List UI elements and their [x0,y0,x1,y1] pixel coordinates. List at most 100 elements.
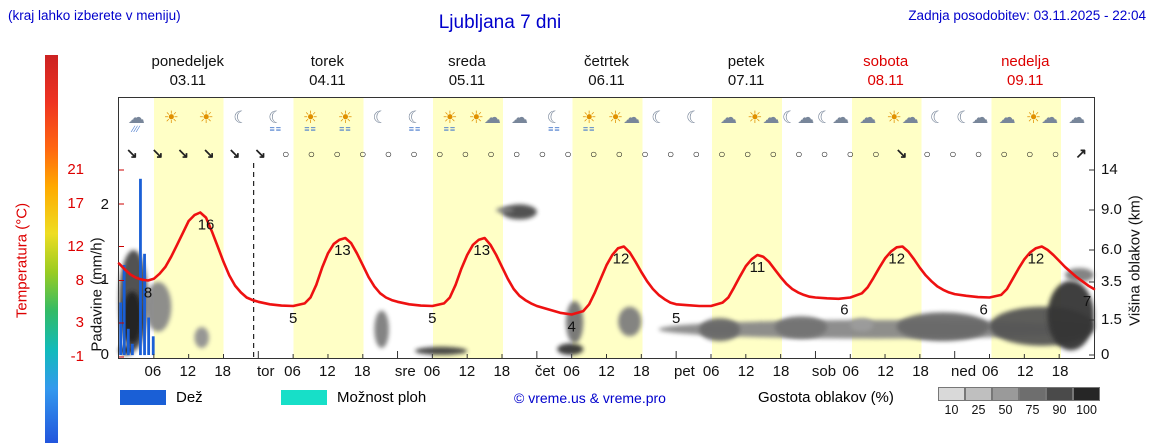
density-swatch [964,387,992,401]
day-date: 07.11 [727,71,765,89]
sun-icon: ☀ [581,108,597,127]
cloud-moon-icon: ☁ [1068,108,1086,127]
weather-icon: ☾ [920,99,955,144]
svg-text:5: 5 [672,310,680,327]
weather-icon: ☀☁ [467,99,502,144]
weather-icon-glyphs: ☾ [547,109,562,127]
temp-tick-label: -1 [70,348,84,365]
weather-icon: ☾ [363,99,398,144]
day-name: četrtek [584,53,630,70]
density-value: 50 [998,403,1013,417]
density-step: 25 [964,387,992,417]
density-step: 100 [1072,387,1100,417]
weather-icon-glyphs: ☾☁ [956,109,988,127]
weather-icon: ☾☁ [955,99,990,144]
rain-fog-marks-icon: ≡≡ [339,124,352,134]
wind-symbol-icon: ○ [333,146,341,161]
svg-text:16: 16 [198,216,215,233]
x-axis-tick-label: 06 [423,363,441,380]
day-name: torek [310,53,345,70]
sun-icon: ☀ [337,108,353,127]
wind-symbol-row: ↘ ↘ ↘ ↘ ↘ ↘ ○ ○ ○ ○ ○ ○ [119,144,1094,163]
x-axis-tick-label: tor [256,363,275,380]
weather-icon-glyphs: ☀ [442,109,457,127]
weather-icon: ☀☁ [746,99,781,144]
weather-icon-glyphs: ☾ [651,109,666,127]
cloud-tick-label: 14 [1101,161,1118,178]
weather-icon-glyphs: ☀☁ [887,109,919,127]
weather-icon-glyphs: ☀☁ [469,109,501,127]
wind-symbol-icon: ○ [769,146,777,161]
credit-link[interactable]: © vreme.us & vreme.pro [514,390,666,406]
rain-fog-marks-icon: ≡≡ [408,124,422,134]
temp-tick-label: 3 [75,314,84,331]
x-axis-tick-label: 06 [981,363,999,380]
x-axis-tick-label: 06 [563,363,580,380]
wind-symbol-icon: ○ [974,146,983,161]
svg-text:8: 8 [144,284,152,301]
day-header: ponedeljek 03.11 [118,53,258,93]
temp-axis-title: Temperatura (°C) [13,202,31,319]
temperature-colorbar [45,55,58,443]
location-hint: (kraj lahko izberete v meniju) [8,8,181,23]
wind-symbol-icon: ○ [718,146,726,161]
wind-symbol-icon: ○ [307,146,316,161]
cloud-moon-icon: ☾ [929,108,946,127]
cloud-tick-label: 9.0 [1101,201,1122,218]
rain-fog-marks-icon: ≡≡ [582,124,596,134]
weather-icon: ☁ [711,99,746,144]
day-header: sobota 08.11 [816,53,956,93]
weather-icon-glyphs: ☀ [164,109,179,127]
density-swatch [937,387,965,401]
wind-symbol-icon: ↘ [151,145,164,161]
wind-symbol-icon: ↘ [202,145,215,161]
svg-text:13: 13 [473,242,490,259]
wind-symbol-icon: ○ [564,146,572,161]
rain-fog-marks-icon: ≡≡ [269,124,282,134]
weather-icon: ☀ [154,99,189,144]
svg-text:7: 7 [1083,293,1091,310]
weather-icon-glyphs: ☁ [1068,109,1085,127]
rain-legend-swatch [120,390,166,405]
wind-symbol-icon: ○ [1000,146,1008,161]
wind-symbol-icon: ○ [743,146,752,161]
weather-icon-glyphs: ☾ [233,109,248,127]
wind-symbol-icon: ○ [641,146,649,161]
day-name: ponedeljek [151,53,225,70]
day-date: 05.11 [448,71,486,89]
cloud-moon-icon: ☾☁ [956,108,989,127]
weather-icon: ☁ ∕∕∕ [119,99,154,144]
weather-icon-glyphs: ☾ [930,109,945,127]
weather-icon-glyphs: ☾ [686,109,701,127]
weather-icon-glyphs: ☾☁ [817,109,849,127]
weather-icon: ☀☁ [1025,99,1060,144]
wind-symbol-icon: ○ [384,146,393,161]
weather-icon: ☾☁ [781,99,816,144]
wind-symbol-icon: ○ [487,146,495,161]
cloud-moon-icon: ☁ [1041,108,1059,127]
temp-axis-ticks: 21 17 12 8 3 -1 [56,161,84,365]
cloud-moon-icon: ☁ [901,108,919,127]
x-axis-tick-label: 12 [598,363,615,380]
weather-icon: ☀☁ [885,99,920,144]
svg-text:12: 12 [888,250,905,267]
wind-symbol-icon: ↘ [895,145,908,161]
temp-tick-label: 8 [75,271,84,289]
weather-icon-glyphs: ☀ [198,109,213,127]
day-date: 06.11 [588,71,625,89]
weather-icon-glyphs: ☁ [511,109,528,127]
wind-symbol-icon: ↘ [228,145,241,161]
weather-icon-row: ☁ ∕∕∕ ☀ ☀ ☾ ☾ [119,99,1094,144]
cloud-axis-ticks: 14 9.0 6.0 3.5 1.5 0 [1101,161,1145,363]
x-axis-tick-label: 12 [737,363,755,380]
density-value: 10 [944,403,959,417]
cloud-moon-icon: ☁ [762,108,780,127]
day-name: sreda [448,53,486,70]
temp-tick-label: 21 [67,161,84,178]
wind-symbol-icon: ○ [513,146,521,161]
sun-icon: ☀ [886,108,902,127]
sun-icon: ☀ [163,108,179,127]
weather-icon-glyphs: ☀☁ [608,109,640,127]
cloud-density-scale: 10 25 50 75 90 [937,387,1100,417]
weather-icon-glyphs: ☀ [338,109,353,127]
